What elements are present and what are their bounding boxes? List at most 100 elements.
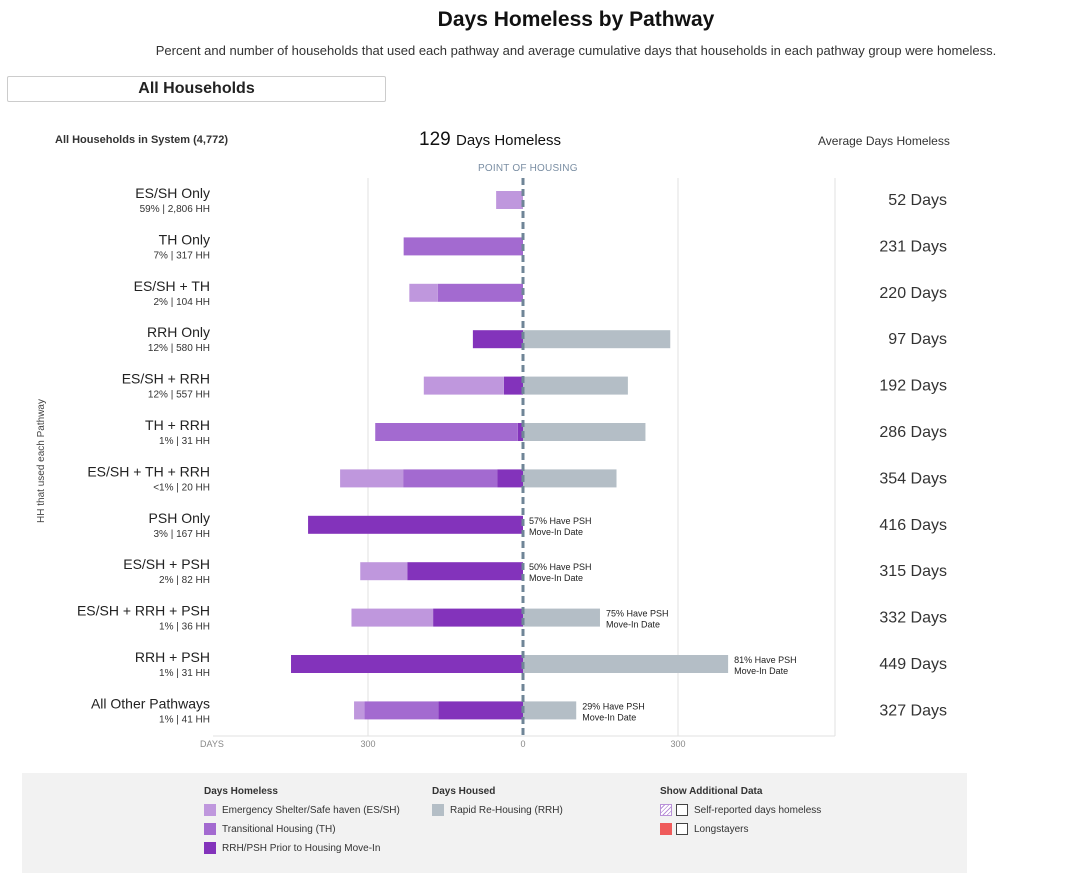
avg-days-value: 354 Days [879,470,947,487]
legend-item-es: Emergency Shelter/Safe haven (ES/SH) [204,804,400,816]
avg-days-value: 286 Days [879,424,947,441]
avg-days-value: 52 Days [888,192,947,209]
rrh-bar [523,423,646,441]
rrh-bar [523,608,600,627]
psh-note: 29% Have PSH [582,701,645,711]
category-label: ES/SH + RRH + PSH [77,603,210,619]
legend-label: Longstayers [694,823,749,835]
rrh-bar [523,469,617,488]
pre-move-in-bar [438,701,523,720]
th-bar [364,701,439,720]
category-sublabel: 2% | 104 HH [153,297,210,308]
psh-note: Move-In Date [529,573,583,583]
legend-additional-title: Show Additional Data [660,786,763,797]
avg-days-value: 315 Days [879,563,947,580]
pre-move-in-bar [433,608,523,627]
rrh-bar [523,330,671,349]
hatch-swatch-icon [660,804,672,816]
category-sublabel: <1% | 20 HH [153,482,210,493]
avg-days-value: 192 Days [879,378,947,395]
category-sublabel: 3% | 167 HH [153,529,210,540]
self-reported-checkbox[interactable] [676,804,688,816]
psh-note: Move-In Date [734,666,788,676]
category-sublabel: 1% | 31 HH [159,436,210,447]
psh-note: Move-In Date [606,620,660,630]
legend-item-th: Transitional Housing (TH) [204,823,336,835]
x-tick-label: 300 [360,739,375,749]
legend-label: Emergency Shelter/Safe haven (ES/SH) [222,804,400,816]
pre-move-in-bar [308,515,523,534]
point-of-housing-label: POINT OF HOUSING [478,163,578,174]
avg-days-value: 327 Days [879,702,947,719]
th-bar [403,237,523,256]
pre-move-in-bar [472,330,523,349]
avg-days-column-header: Average Days Homeless [818,134,950,148]
legend-item-pre-move-in: RRH/PSH Prior to Housing Move-In [204,842,380,854]
category-label: RRH + PSH [135,649,210,665]
rrh-bar [523,655,729,673]
category-label: ES/SH + PSH [123,556,210,572]
category-sublabel: 59% | 2,806 HH [140,204,210,215]
longstayers-swatch [660,823,672,835]
pre-move-in-swatch [204,842,216,854]
category-sublabel: 7% | 317 HH [153,250,210,261]
es-bar [340,469,404,488]
category-sublabel: 12% | 580 HH [148,343,210,354]
category-label: ES/SH + TH [134,278,210,294]
th-swatch [204,823,216,835]
pre-move-in-bar [291,655,523,673]
household-filter-dropdown[interactable]: All Households [7,76,386,102]
es-swatch [204,804,216,816]
chart-title: Days Homeless by Pathway [437,8,715,31]
rrh-bar [523,701,577,720]
chart-subtitle: Percent and number of households that us… [155,43,997,58]
category-label: ES/SH + TH + RRH [87,463,210,479]
psh-note: 81% Have PSH [734,655,797,665]
legend-housed-title: Days Housed [432,786,496,797]
system-total-label: All Households in System (4,772) [55,134,228,146]
avg-days-value: 231 Days [879,238,947,255]
pre-move-in-bar [517,423,523,441]
legend-label: Transitional Housing (TH) [222,823,336,835]
avg-days-value: 416 Days [879,517,947,534]
category-label: TH Only [159,231,210,247]
pathway-chart: DAYS 300 0 300 HH that used each Pathway ES/S… [36,178,947,749]
avg-days-value: 97 Days [888,331,947,348]
legend-label: Self-reported days homeless [694,804,822,816]
category-label: All Other Pathways [91,695,210,711]
psh-note: Move-In Date [582,712,636,722]
rrh-swatch [432,804,444,816]
avg-days-value: 332 Days [879,610,947,627]
legend-label: RRH/PSH Prior to Housing Move-In [222,842,381,854]
th-bar [375,423,518,441]
category-label: RRH Only [147,324,210,340]
overall-days-unit: Days Homeless [455,132,562,149]
category-label: ES/SH Only [135,185,210,201]
category-label: TH + RRH [145,417,210,433]
es-bar [423,376,504,395]
es-bar [354,701,365,720]
es-bar [360,562,408,581]
pre-move-in-bar [497,469,523,488]
x-tick-label: 0 [520,739,525,749]
avg-days-value: 449 Days [879,656,947,673]
rrh-bar [523,376,628,395]
overall-days-homeless: 129 Days Homeless [419,129,561,151]
legend-panel: Days Homeless Emergency Shelter/Safe hav… [22,773,967,873]
legend-item-longstayers: Longstayers [660,823,748,835]
longstayers-checkbox[interactable] [676,823,688,835]
pre-move-in-bar [407,562,523,581]
psh-note: 50% Have PSH [529,562,592,572]
overall-days-value: 129 [419,129,451,150]
category-label: PSH Only [149,510,210,526]
es-bar [351,608,434,627]
category-sublabel: 1% | 36 HH [159,622,210,633]
category-sublabel: 1% | 41 HH [159,714,210,725]
legend-item-self-reported: Self-reported days homeless [660,804,821,816]
category-sublabel: 1% | 31 HH [159,668,210,679]
legend-item-rrh: Rapid Re-Housing (RRH) [432,804,563,816]
category-sublabel: 12% | 557 HH [148,390,210,401]
y-axis-label: HH that used each Pathway [36,399,47,523]
psh-note: 75% Have PSH [606,609,669,619]
x-tick-label: 300 [670,739,685,749]
